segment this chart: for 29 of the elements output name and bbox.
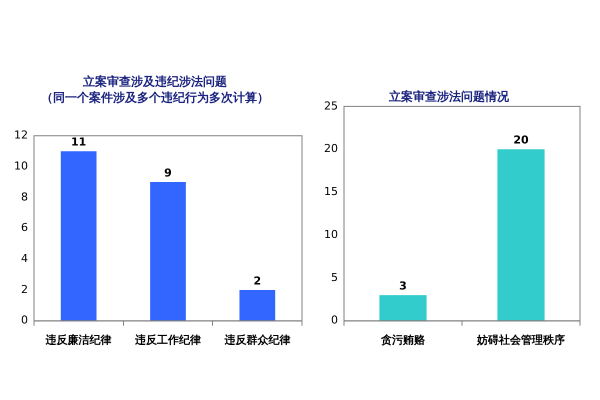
- data-label: 9: [164, 166, 172, 180]
- y-tick-label: 15: [324, 185, 338, 198]
- y-tick-label: 10: [14, 159, 28, 172]
- data-label: 3: [399, 279, 407, 292]
- x-tick-label: 违反工作纪律: [134, 333, 201, 346]
- x-tick-label: 妨碍社会管理秩序: [476, 333, 565, 346]
- y-tick-label: 10: [324, 228, 338, 241]
- y-tick-label: 2: [20, 282, 28, 296]
- x-tick-label: 贪污贿赂: [380, 333, 426, 346]
- bar: [150, 182, 186, 321]
- y-tick-label: 0: [330, 314, 338, 327]
- x-tick-label: 违反廉洁纪律: [44, 333, 112, 346]
- y-tick-label: 12: [14, 128, 28, 142]
- chart-title: 立案审查涉法问题情况: [388, 89, 510, 104]
- x-tick-label: 违反群众纪律: [223, 333, 290, 346]
- y-tick-label: 20: [324, 142, 338, 156]
- y-tick-label: 4: [20, 252, 28, 265]
- chart-subtitle: （同一个案件涉及多个违纪行为多次计算）: [41, 90, 269, 105]
- bar: [60, 151, 97, 321]
- bar: [239, 290, 276, 321]
- y-tick-label: 6: [20, 221, 28, 234]
- y-tick-label: 8: [20, 190, 28, 204]
- chart-title: 立案审查涉及违纪涉法问题: [82, 74, 227, 88]
- data-label: 2: [254, 274, 262, 288]
- y-tick-label: 0: [20, 314, 28, 327]
- y-tick-label: 5: [330, 270, 338, 284]
- y-tick-label: 25: [324, 99, 338, 112]
- data-label: 20: [513, 134, 529, 147]
- data-label: 11: [71, 136, 86, 149]
